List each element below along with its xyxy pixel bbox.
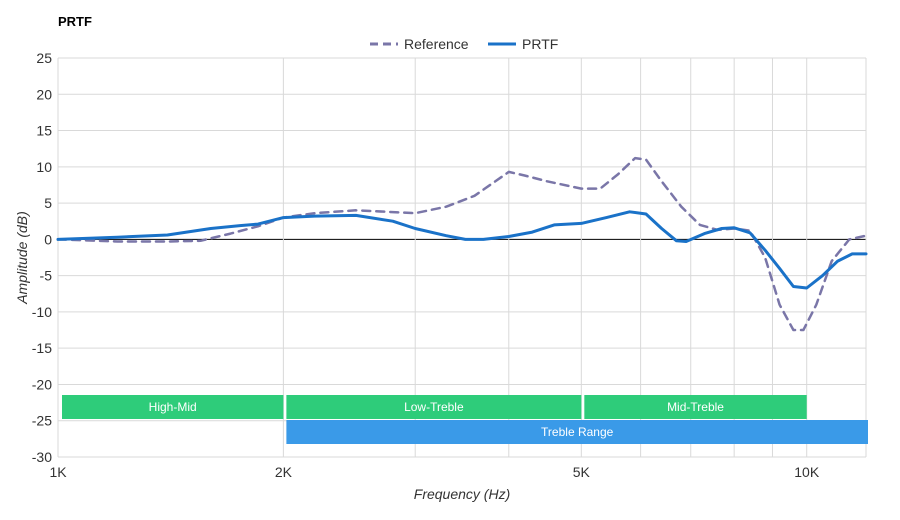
band-high-mid [62, 395, 284, 419]
y-tick-label: 20 [36, 86, 52, 102]
band-label: Mid-Treble [667, 400, 724, 414]
band-label: Low-Treble [404, 400, 464, 414]
y-tick-label: 0 [44, 231, 52, 247]
series-prtf-line [56, 210, 868, 290]
y-tick-label: 15 [36, 123, 52, 139]
y-tick-label: -5 [40, 268, 53, 284]
x-tick-label: 2K [275, 464, 293, 480]
x-tick-label: 1K [49, 464, 67, 480]
legend-label-reference: Reference [404, 36, 469, 52]
band-low-treble [286, 395, 582, 419]
y-tick-label: -20 [32, 376, 52, 392]
y-tick-label: -25 [32, 413, 52, 429]
x-axis-label: Frequency (Hz) [414, 486, 510, 502]
series-reference-line [56, 156, 868, 332]
legend-label-prtf: PRTF [522, 36, 558, 52]
x-tick-label: 5K [573, 464, 591, 480]
x-tick-label: 10K [794, 464, 820, 480]
band-treble-range [286, 420, 869, 444]
band-label: High-Mid [149, 400, 197, 414]
y-tick-label: -30 [32, 449, 52, 465]
band-mid-treble [584, 395, 807, 419]
band-label: Treble Range [541, 425, 614, 439]
y-tick-label: -10 [32, 304, 52, 320]
y-tick-label: -15 [32, 340, 52, 356]
chart-title: PRTF [58, 14, 92, 29]
y-axis-label: Amplitude (dB) [14, 211, 30, 305]
y-tick-label: 5 [44, 195, 52, 211]
y-tick-label: 25 [36, 50, 52, 66]
y-tick-label: 10 [36, 159, 52, 175]
